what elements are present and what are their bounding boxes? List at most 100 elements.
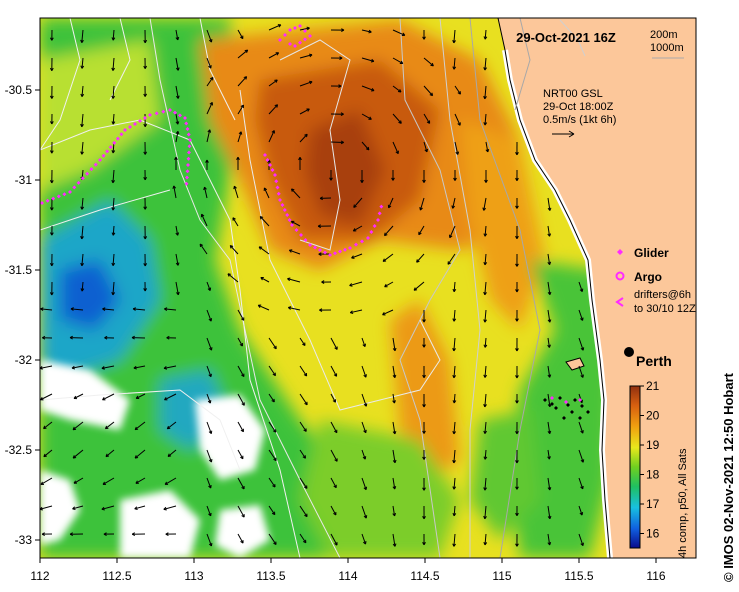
- current-arrow: [422, 365, 426, 379]
- y-tick-label: -32.5: [5, 443, 33, 457]
- current-arrow: [111, 29, 116, 41]
- current-arrow: [166, 335, 177, 340]
- current-arrow: [330, 393, 336, 403]
- glider-dot: [184, 181, 189, 186]
- current-arrow: [175, 130, 180, 143]
- glider-dot: [376, 218, 380, 222]
- current-arrow: [547, 281, 552, 296]
- current-arrow: [299, 393, 308, 406]
- current-arrow: [391, 170, 395, 181]
- current-arrow: [422, 393, 426, 408]
- current-arrow: [232, 217, 239, 227]
- current-arrow: [330, 56, 343, 60]
- current-arrow: [422, 477, 426, 491]
- glider-dot: [187, 144, 192, 149]
- glider-dot: [115, 136, 120, 141]
- current-arrow: [268, 365, 276, 377]
- current-arrow: [483, 337, 488, 348]
- current-arrow: [515, 309, 519, 322]
- current-arrow: [329, 170, 333, 181]
- colorbar-tick-label: 19: [646, 438, 660, 452]
- glider-dot: [188, 138, 192, 142]
- current-arrow: [164, 393, 177, 401]
- glider-dot: [89, 167, 94, 172]
- glider-dot: [278, 198, 282, 202]
- drifter-dot-magenta: [564, 400, 568, 404]
- glider-dot: [56, 194, 61, 199]
- current-arrow: [392, 57, 404, 65]
- current-arrow: [353, 197, 363, 208]
- current-arrow: [203, 186, 208, 199]
- glider-dot: [51, 196, 56, 201]
- glider-dot: [265, 158, 270, 162]
- current-arrow: [236, 156, 240, 170]
- current-arrow: [422, 170, 426, 183]
- sst-field: [40, 18, 696, 558]
- current-arrow: [299, 53, 313, 59]
- current-arrow: [71, 365, 84, 370]
- current-arrow: [484, 170, 488, 183]
- glider-dot: [185, 169, 190, 174]
- drifter-dot: [558, 396, 562, 400]
- current-arrow: [452, 449, 456, 464]
- current-arrow: [452, 281, 457, 293]
- current-arrow: [299, 365, 308, 377]
- current-arrow: [237, 131, 243, 143]
- current-arrow: [392, 393, 396, 404]
- glider-dot: [185, 175, 189, 180]
- current-arrow: [135, 393, 146, 400]
- current-arrow: [423, 85, 434, 97]
- current-arrow: [205, 159, 209, 170]
- glider-dot: [80, 176, 85, 181]
- glider-dot: [76, 180, 81, 185]
- plot-frame: [39, 17, 697, 559]
- current-arrow: [485, 141, 490, 153]
- current-arrow: [49, 197, 54, 211]
- current-arrow: [206, 29, 213, 43]
- current-arrow: [131, 335, 146, 340]
- current-arrow: [317, 224, 332, 229]
- drifter-markers: [543, 396, 590, 420]
- glider-dot: [273, 173, 277, 177]
- current-arrow: [515, 169, 519, 182]
- drifter-dot: [566, 403, 570, 407]
- current-arrow: [43, 449, 53, 458]
- current-arrow: [330, 84, 342, 88]
- current-arrow: [299, 449, 306, 459]
- current-arrow: [422, 449, 426, 460]
- glider-dot: [280, 203, 285, 207]
- current-arrow: [237, 104, 244, 115]
- glider-dot: [105, 149, 110, 154]
- current-arrow: [175, 85, 180, 99]
- current-arrow: [299, 421, 307, 432]
- current-arrow: [175, 113, 180, 125]
- current-arrow: [163, 505, 177, 511]
- glider-dot: [299, 233, 303, 237]
- current-arrow: [330, 140, 344, 145]
- current-arrow: [515, 477, 519, 490]
- drifter-dot: [562, 416, 566, 420]
- current-arrow: [515, 365, 519, 379]
- current-arrow: [578, 281, 584, 292]
- current-arrow: [175, 225, 180, 236]
- current-arrow: [423, 57, 434, 67]
- current-arrow: [413, 281, 425, 291]
- current-arrow: [206, 505, 212, 517]
- current-arrow: [547, 253, 552, 265]
- glider-dot: [275, 185, 280, 190]
- current-arrow: [111, 169, 116, 184]
- current-arrow: [299, 505, 308, 518]
- current-arrow: [547, 197, 552, 211]
- glider-tracks: [40, 24, 384, 257]
- current-arrow: [547, 421, 552, 434]
- current-arrow: [134, 449, 146, 459]
- current-arrow: [237, 449, 244, 460]
- current-arrow: [200, 213, 208, 227]
- current-arrow: [452, 29, 456, 44]
- glider-dot: [128, 125, 132, 129]
- current-arrow: [206, 533, 213, 547]
- current-arrow: [268, 421, 277, 433]
- glider-dot: [112, 140, 117, 145]
- colorbar-gradient: [629, 385, 641, 549]
